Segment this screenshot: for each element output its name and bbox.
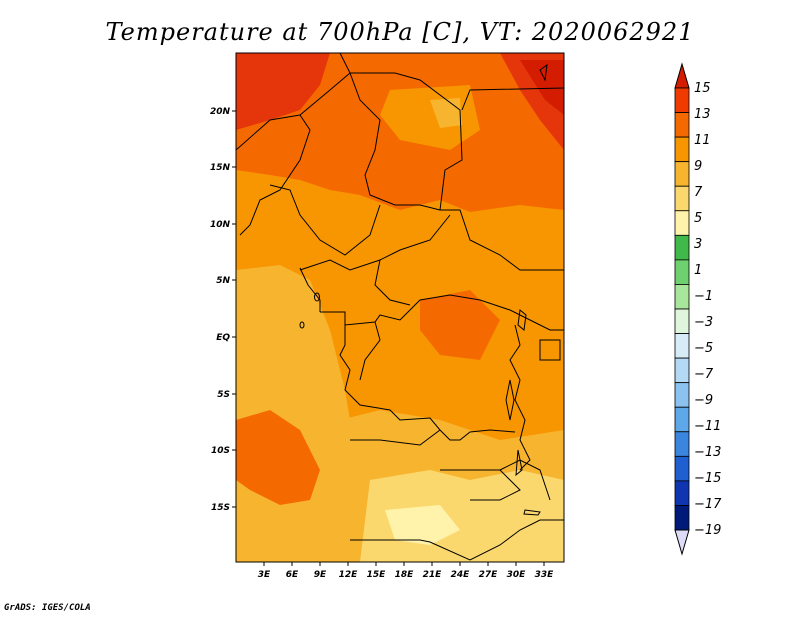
colorbar-label: 13 bbox=[694, 107, 711, 122]
colorbar-swatch bbox=[674, 161, 690, 187]
colorbar-swatch bbox=[674, 406, 690, 433]
temp-band-11-southwest bbox=[236, 410, 320, 505]
credit-text: GrADS: IGES/COLA bbox=[4, 603, 91, 613]
colorbar-label: −9 bbox=[694, 393, 713, 408]
colorbar-swatch bbox=[674, 480, 690, 506]
lon-tick-label: 18E bbox=[395, 570, 415, 580]
colorbar-swatch bbox=[674, 333, 690, 359]
colorbar-swatch bbox=[674, 505, 690, 531]
colorbar-label: −15 bbox=[694, 471, 721, 486]
colorbar-label: 7 bbox=[694, 185, 703, 200]
map-title: Temperature at 700hPa [C], VT: 202006292… bbox=[105, 18, 695, 46]
colorbar-label: −3 bbox=[694, 315, 713, 330]
colorbar-label: 9 bbox=[694, 159, 702, 174]
lon-tick-label: 15E bbox=[367, 570, 387, 580]
temp-patch-11-central bbox=[420, 290, 500, 360]
colorbar: 15 13 11 9 7 5 3 1 −1 −3 −5 −7 −9 −11 −13 −15 −17 −19 bbox=[674, 62, 722, 556]
colorbar-bottom-arrow bbox=[674, 529, 690, 556]
lat-tick-label: EQ bbox=[216, 333, 230, 343]
colorbar-swatch bbox=[674, 112, 690, 138]
lon-tick-label: 3E bbox=[258, 570, 271, 580]
lon-tick-label: 27E bbox=[479, 570, 499, 580]
colorbar-swatch bbox=[674, 259, 690, 285]
country-borders bbox=[236, 53, 564, 561]
colorbar-swatch bbox=[674, 357, 690, 384]
colorbar-swatch bbox=[674, 431, 690, 457]
colorbar-swatch bbox=[674, 136, 690, 163]
temp-band-3-south bbox=[385, 505, 460, 545]
colorbar-label: −19 bbox=[694, 523, 721, 538]
colorbar-label: −7 bbox=[694, 367, 714, 382]
colorbar-swatch bbox=[674, 185, 690, 212]
colorbar-label: 5 bbox=[694, 211, 702, 226]
temp-band-top-east bbox=[520, 60, 564, 115]
lon-tick-label: 9E bbox=[314, 570, 327, 580]
colorbar-swatch bbox=[674, 308, 690, 334]
lon-tick-label: 6E bbox=[286, 570, 299, 580]
lon-tick-label: 21E bbox=[423, 570, 443, 580]
lon-tick-label: 30E bbox=[507, 570, 527, 580]
lon-tick-label: 12E bbox=[339, 570, 359, 580]
map-frame bbox=[235, 52, 565, 563]
lat-tick-label: 10S bbox=[211, 446, 230, 456]
colorbar-label: 1 bbox=[694, 263, 702, 278]
colorbar-label: −11 bbox=[694, 419, 721, 434]
colorbar-swatch bbox=[674, 234, 690, 261]
temp-band-15 bbox=[236, 53, 330, 130]
lon-tick-label: 33E bbox=[535, 570, 555, 580]
lat-tick-label: 20N bbox=[210, 107, 231, 117]
colorbar-swatch bbox=[674, 455, 690, 482]
colorbar-label: 15 bbox=[694, 81, 711, 96]
lake-outlines bbox=[299, 63, 548, 516]
colorbar-label: −13 bbox=[694, 445, 721, 460]
lon-axis: 3E 6E 9E 12E 15E 18E 21E 24E 27E 30E 33E bbox=[258, 562, 554, 580]
lat-tick-label: 10N bbox=[210, 220, 231, 230]
colorbar-swatch bbox=[674, 382, 690, 408]
lat-tick-label: 5N bbox=[216, 276, 230, 286]
colorbar-label: −1 bbox=[694, 289, 713, 304]
colorbar-label: −5 bbox=[694, 341, 713, 356]
lon-tick-label: 24E bbox=[451, 570, 471, 580]
colorbar-label: 11 bbox=[694, 133, 711, 148]
lat-tick-label: 15N bbox=[210, 163, 231, 173]
colorbar-swatch bbox=[674, 87, 690, 113]
lat-tick-label: 5S bbox=[217, 390, 230, 400]
lat-tick-label: 15S bbox=[211, 503, 230, 513]
lat-axis: 20N 15N 10N 5N EQ 5S 10S 15S bbox=[210, 107, 236, 513]
colorbar-swatch bbox=[674, 210, 690, 236]
temperature-field bbox=[236, 53, 564, 562]
colorbar-swatch bbox=[674, 284, 690, 310]
colorbar-top-arrow bbox=[674, 62, 690, 89]
colorbar-label: 3 bbox=[694, 237, 702, 252]
colorbar-label: −17 bbox=[694, 497, 722, 512]
